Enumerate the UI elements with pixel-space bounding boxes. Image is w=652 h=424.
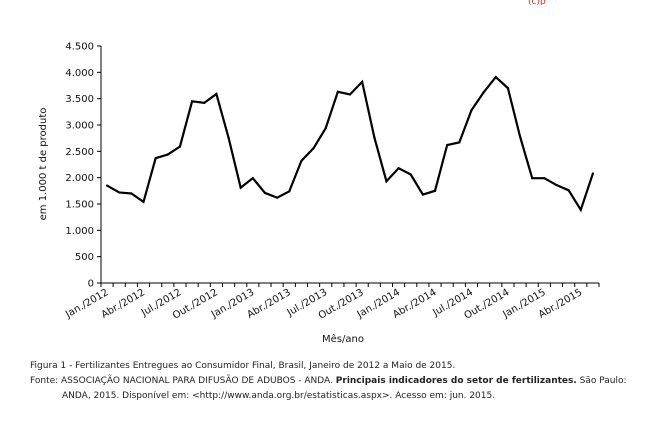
data-point — [373, 136, 376, 139]
x-axis: Jan./2012Abr./2012Jul./2012Out./2012Jan.… — [63, 282, 600, 322]
data-point — [336, 90, 339, 93]
data-point — [470, 109, 473, 112]
corner-mark: (c)p — [528, 0, 546, 5]
data-point — [567, 189, 570, 192]
data-point — [239, 186, 242, 189]
figure-caption: Figura 1 - Fertilizantes Entregues ao Co… — [30, 359, 640, 404]
y-tick-label: 2.000 — [65, 173, 94, 184]
data-point — [494, 75, 497, 79]
y-tick-label: 500 — [75, 252, 94, 263]
data-point — [130, 192, 133, 195]
data-point — [397, 167, 400, 170]
data-point — [421, 193, 424, 196]
data-point — [458, 141, 461, 144]
y-tick-label: 3.000 — [65, 121, 94, 132]
y-tick-label: 1.000 — [65, 226, 94, 237]
x-axis-title: Mês/ano — [322, 333, 364, 345]
series-line — [106, 75, 594, 213]
data-point — [105, 184, 109, 187]
data-point — [227, 136, 230, 139]
y-tick-label: 2.500 — [65, 147, 94, 158]
data-point — [118, 191, 121, 194]
y-tick-label: 0 — [88, 279, 94, 290]
y-tick-label: 4.000 — [65, 68, 94, 79]
data-point — [348, 93, 352, 96]
y-tick-label: 4.500 — [65, 42, 94, 53]
line-chart: 0 500 1.000 1.500 2.000 2.500 3.000 3.500 4.000 4… — [38, 42, 600, 345]
data-point — [251, 177, 254, 180]
data-point — [263, 191, 267, 195]
data-point — [190, 100, 194, 103]
y-axis: 0 500 1.000 1.500 2.000 2.500 3.000 3.500 4.000 4… — [65, 42, 102, 290]
data-point — [591, 172, 595, 175]
y-tick-label: 1.500 — [65, 200, 94, 211]
data-point — [446, 143, 449, 147]
data-point — [154, 157, 157, 160]
source-title: Principais indicadores do setor de ferti… — [335, 376, 577, 386]
data-point — [543, 177, 546, 180]
figure-title: Figura 1 - Fertilizantes Entregues ao Co… — [30, 361, 456, 371]
source-suffix: São Paulo: ANDA, 2015. Disponível em: <h… — [62, 376, 627, 401]
data-point — [433, 189, 437, 192]
y-tick-label: 3.500 — [65, 94, 94, 105]
data-point — [385, 180, 388, 183]
data-point — [579, 208, 582, 211]
data-point — [409, 173, 412, 176]
data-point — [288, 190, 291, 193]
data-point — [300, 159, 303, 162]
series-layer — [105, 75, 595, 213]
data-point — [506, 87, 510, 90]
data-point — [324, 127, 327, 130]
data-point — [312, 147, 315, 150]
y-axis-title: em 1.000 t de produto — [38, 108, 49, 221]
data-point — [166, 153, 169, 156]
data-point — [482, 91, 485, 94]
data-point — [142, 200, 145, 203]
source-prefix: Fonte: ASSOCIAÇÃO NACIONAL PARA DIFUSÃO … — [30, 376, 336, 386]
data-point — [276, 196, 279, 199]
data-point — [518, 135, 522, 138]
data-point — [178, 145, 182, 148]
data-point — [215, 92, 218, 96]
data-point — [361, 80, 364, 83]
figure-source: Fonte: ASSOCIAÇÃO NACIONAL PARA DIFUSÃO … — [30, 374, 640, 404]
data-point — [203, 101, 206, 104]
data-point — [531, 177, 534, 180]
data-point — [555, 183, 558, 187]
